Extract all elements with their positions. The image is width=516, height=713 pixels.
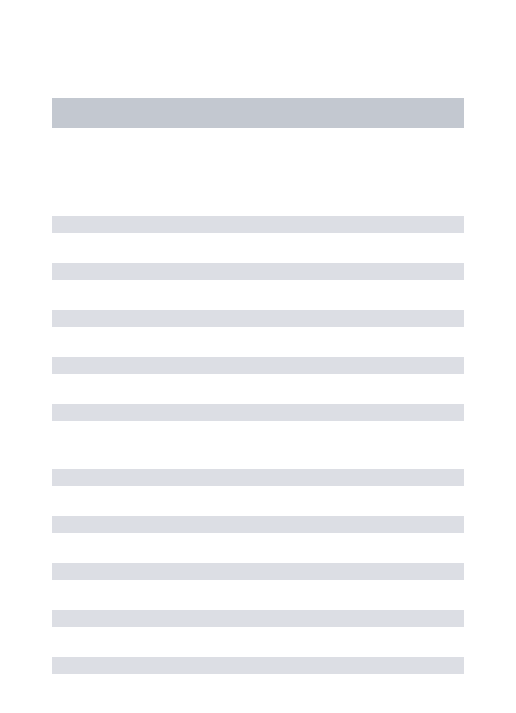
skeleton-header-bar	[52, 98, 464, 128]
skeleton-line	[52, 357, 464, 374]
skeleton-container	[0, 0, 516, 674]
skeleton-paragraph-1	[52, 216, 464, 421]
skeleton-line	[52, 657, 464, 674]
skeleton-line	[52, 610, 464, 627]
skeleton-paragraph-2	[52, 469, 464, 674]
skeleton-line	[52, 216, 464, 233]
skeleton-line	[52, 469, 464, 486]
skeleton-line	[52, 310, 464, 327]
skeleton-line	[52, 404, 464, 421]
skeleton-line	[52, 263, 464, 280]
skeleton-line	[52, 563, 464, 580]
skeleton-line	[52, 516, 464, 533]
